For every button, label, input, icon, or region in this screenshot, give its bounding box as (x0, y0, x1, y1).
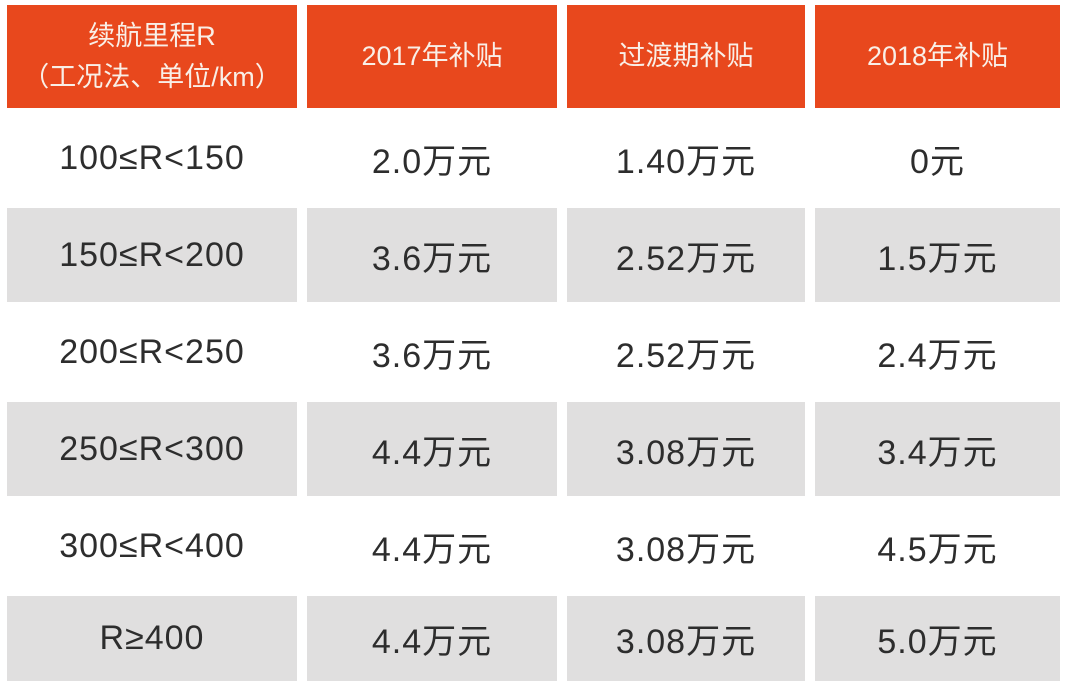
header-cell-transition-subsidy: 过渡期补贴 (567, 5, 805, 108)
header-cell-2018-subsidy: 2018年补贴 (815, 5, 1060, 108)
subsidy-transition-cell: 2.52万元 (567, 208, 805, 302)
header-cell-range: 续航里程R （工况法、单位/km） (7, 5, 297, 108)
subsidy-transition-cell: 1.40万元 (615, 142, 757, 181)
subsidy-transition-cell: 3.08万元 (567, 596, 805, 681)
subsidy-2018-cell: 4.5万元 (877, 530, 998, 569)
subsidy-2018-cell: 1.5万元 (815, 208, 1060, 302)
range-cell: 100≤R<150 (59, 138, 245, 177)
subsidy-2017-cell: 3.6万元 (307, 208, 557, 302)
subsidy-2017-cell: 2.0万元 (371, 142, 493, 181)
subsidy-transition-cell: 2.52万元 (615, 336, 757, 375)
subsidy-2018-cell: 0元 (910, 142, 965, 181)
subsidy-2018-cell: 2.4万元 (877, 336, 998, 375)
subsidy-transition-cell: 3.08万元 (615, 530, 757, 569)
range-cell: 300≤R<400 (59, 526, 245, 565)
range-cell: 250≤R<300 (7, 402, 297, 496)
subsidy-2017-cell: 4.4万元 (307, 596, 557, 681)
subsidy-2017-cell: 3.6万元 (371, 336, 493, 375)
subsidy-2018-cell: 5.0万元 (815, 596, 1060, 681)
header-cell-2017-subsidy: 2017年补贴 (307, 5, 557, 108)
subsidy-transition-cell: 3.08万元 (567, 402, 805, 496)
range-cell: 150≤R<200 (7, 208, 297, 302)
range-cell: R≥400 (7, 596, 297, 681)
range-cell: 200≤R<250 (59, 332, 245, 371)
subsidy-2018-cell: 3.4万元 (815, 402, 1060, 496)
subsidy-2017-cell: 4.4万元 (371, 530, 493, 569)
subsidy-2017-cell: 4.4万元 (307, 402, 557, 496)
subsidy-table: 续航里程R （工况法、单位/km） 2017年补贴 过渡期补贴 2018年补贴 … (7, 5, 1060, 681)
